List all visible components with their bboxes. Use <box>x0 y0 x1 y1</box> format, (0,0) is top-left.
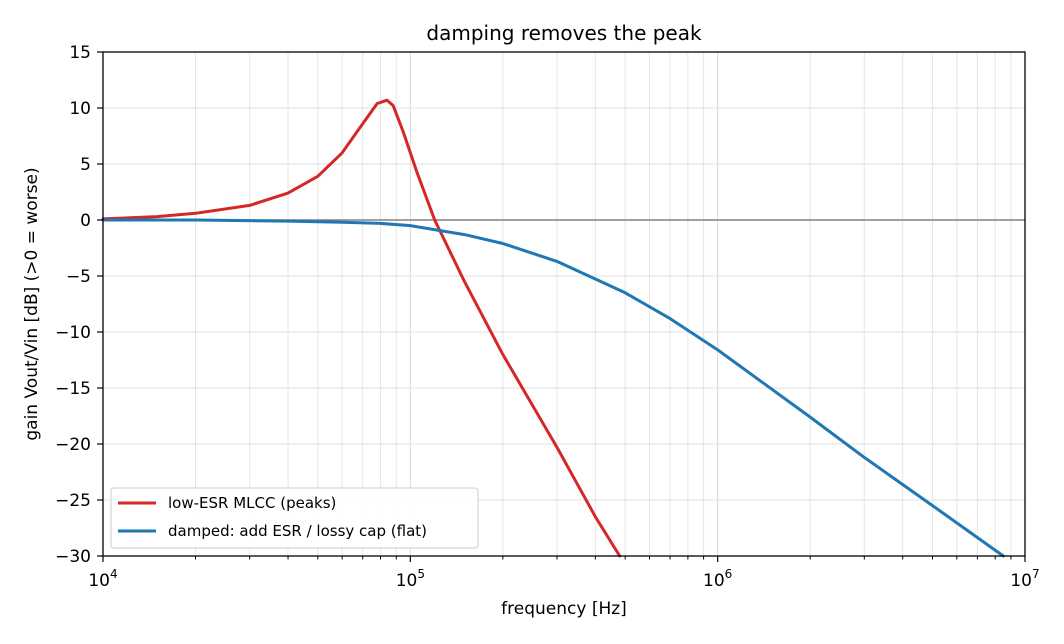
series-line-1 <box>101 98 622 558</box>
x-tick-label: 107 <box>1010 567 1039 591</box>
x-axis-label: frequency [Hz] <box>501 599 627 619</box>
y-tick-label: −20 <box>55 435 91 455</box>
legend-label-1: low-ESR MLCC (peaks) <box>168 494 336 512</box>
x-tick-label: 106 <box>703 567 732 591</box>
legend-box <box>110 487 479 549</box>
y-tick-label: −15 <box>55 379 91 399</box>
y-tick-label: 5 <box>80 155 91 175</box>
chart-title: damping removes the peak <box>426 21 702 45</box>
legend: low-ESR MLCC (peaks) damped: add ESR / lo… <box>110 487 479 549</box>
legend-label-2: damped: add ESR / lossy cap (flat) <box>168 522 427 540</box>
y-tick-label: 10 <box>69 99 91 119</box>
series-layer <box>101 98 1005 558</box>
y-tick-label: −30 <box>55 547 91 567</box>
x-tick-label: 104 <box>88 567 117 591</box>
y-tick-label: −10 <box>55 323 91 343</box>
grid-layer <box>102 51 1025 557</box>
x-tick-label: 105 <box>396 567 425 591</box>
y-axis-label: gain Vout/Vin [dB] (>0 = worse) <box>22 167 42 440</box>
y-tick-label: 0 <box>80 211 91 231</box>
series-line-2 <box>101 218 1005 558</box>
y-tick-label: −25 <box>55 491 91 511</box>
plot-frame <box>102 51 1026 557</box>
y-tick-label: 15 <box>69 43 91 63</box>
y-tick-label: −5 <box>66 267 91 287</box>
